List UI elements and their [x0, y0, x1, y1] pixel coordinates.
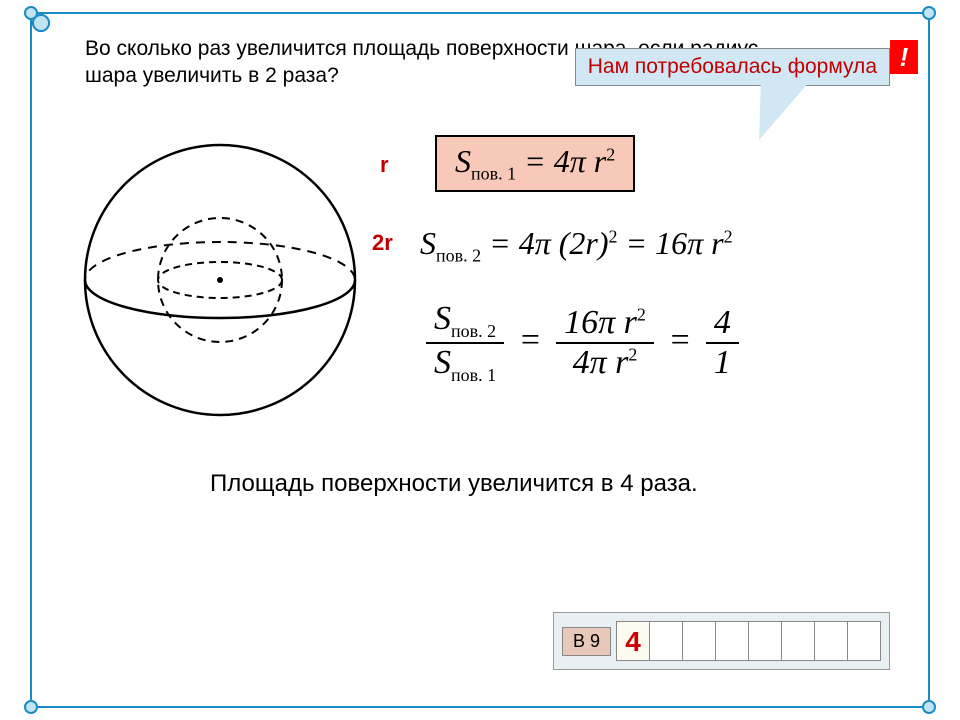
conclusion-text: Площадь поверхности увеличится в 4 раза.	[210, 470, 698, 498]
sphere-diagram	[70, 130, 370, 430]
answer-cell-2[interactable]	[682, 621, 716, 661]
answer-cell-1[interactable]	[649, 621, 683, 661]
frac3-den: 1	[706, 344, 739, 382]
label-2r: 2r	[372, 230, 393, 256]
answer-cell-0[interactable]: 4	[616, 621, 650, 661]
formula-s2: Sпов. 2 = 4π (2r)2 = 16π r2	[420, 225, 733, 266]
formula-s1: Sпов. 1 = 4π r2	[435, 135, 635, 192]
answer-cell-3[interactable]	[715, 621, 749, 661]
label-r: r	[380, 152, 389, 178]
frac3-num: 4	[706, 304, 739, 344]
answer-cell-6[interactable]	[814, 621, 848, 661]
answer-cell-7[interactable]	[847, 621, 881, 661]
exclamation-badge: !	[890, 40, 918, 74]
answer-label[interactable]: В 9	[562, 627, 611, 656]
answer-cell-4[interactable]	[748, 621, 782, 661]
frac2-den: 4π r2	[556, 344, 654, 382]
formula-ratio: Sпов. 2 Sпов. 1 = 16π r2 4π r2 = 4 1	[420, 300, 745, 386]
ratio-den: Sпов. 1	[426, 344, 504, 386]
answer-cell-5[interactable]	[781, 621, 815, 661]
formula-callout: Нам потребовалась формула	[575, 48, 890, 86]
frac2-num: 16π r2	[556, 304, 654, 344]
ratio-num: Sпов. 2	[426, 300, 504, 344]
answer-box: В 9 4	[553, 612, 890, 670]
answer-cells: 4	[617, 621, 881, 661]
